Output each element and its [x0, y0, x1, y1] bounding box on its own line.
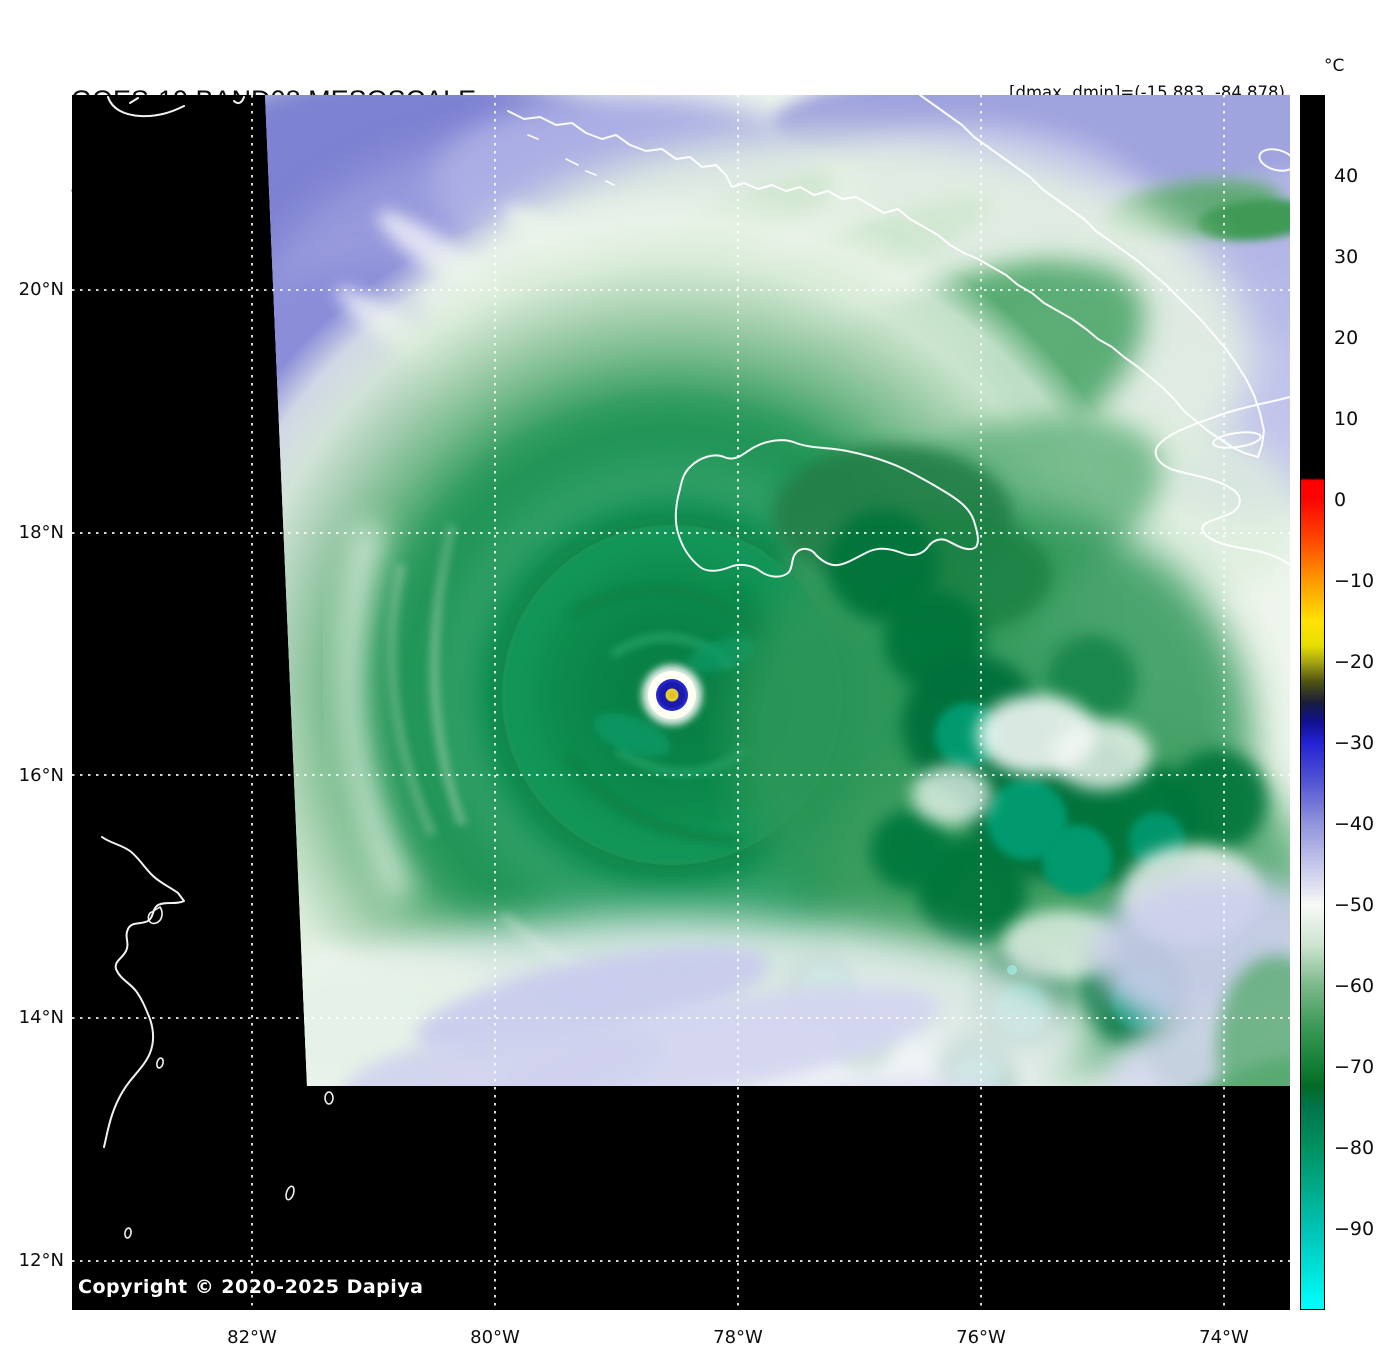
colorbar-tick-label: −70: [1334, 1056, 1375, 1078]
latitude-tick-label: 14°N: [18, 1007, 64, 1029]
small-island-outline: [156, 1057, 164, 1069]
latitude-tick-label: 20°N: [18, 279, 64, 300]
colorbar: [1300, 95, 1325, 1310]
colorbar-tick-label: −60: [1334, 975, 1375, 997]
cuba-north-coastline: [919, 95, 1265, 458]
colorbar-tick-label: −90: [1334, 1218, 1375, 1240]
southern-cloud-band: [265, 875, 1290, 1086]
isle-of-youth-coastline: [107, 96, 245, 118]
colorbar-unit-label: °C: [1324, 56, 1345, 76]
colorbar-tick-label: 0: [1334, 489, 1347, 511]
tortuga-island-outline: [1212, 431, 1262, 449]
small-island-outline: [285, 1185, 295, 1201]
small-island-outline: [124, 1227, 132, 1239]
colorbar-tick-label: −50: [1334, 894, 1375, 916]
latitude-tick-label: 12°N: [18, 1250, 64, 1271]
colorbar-tick-label: 10: [1334, 408, 1359, 430]
longitude-tick-label: 82°W: [227, 1327, 277, 1348]
longitude-tick-label: 78°W: [713, 1327, 763, 1348]
colorbar-tick-label: −20: [1334, 651, 1375, 673]
colorbar-tick-label: −30: [1334, 732, 1375, 754]
longitude-tick-label: 80°W: [470, 1327, 520, 1348]
latitude-tick-label: 16°N: [18, 764, 64, 786]
latitude-tick-label: 18°N: [18, 521, 64, 543]
coastlines: [101, 95, 1290, 1239]
colorbar-tick-label: 30: [1334, 246, 1359, 268]
longitude-tick-label: 74°W: [1199, 1327, 1249, 1348]
hurricane-eye: [642, 665, 702, 725]
cuba-south-coastline: [507, 110, 1259, 458]
jamaica-coastline: [674, 439, 979, 578]
satellite-map-panel: Copyright © 2020-2025 Dapiya: [72, 95, 1290, 1310]
colorbar-tick-label: 40: [1334, 165, 1359, 187]
cuban-cays-outline: [527, 134, 615, 186]
colorbar-tick-label: 20: [1334, 327, 1359, 349]
satellite-image-canvas: [72, 95, 1290, 1310]
longitude-tick-label: 76°W: [956, 1327, 1006, 1348]
copyright-watermark: Copyright © 2020-2025 Dapiya: [78, 1276, 424, 1298]
lagoon-outline: [147, 906, 163, 925]
small-island-outline: [324, 1091, 334, 1105]
graticule-gridlines: [72, 95, 1290, 1310]
colorbar-tick-label: −40: [1334, 813, 1375, 835]
inagua-island-outline: [1258, 148, 1290, 172]
colorbar-gradient: [1301, 96, 1324, 1309]
colorbar-tick-label: −10: [1334, 570, 1375, 592]
central-america-coastline: [101, 836, 185, 1148]
colorbar-tick-label: −80: [1334, 1137, 1375, 1159]
hispaniola-coastline: [1154, 396, 1290, 566]
